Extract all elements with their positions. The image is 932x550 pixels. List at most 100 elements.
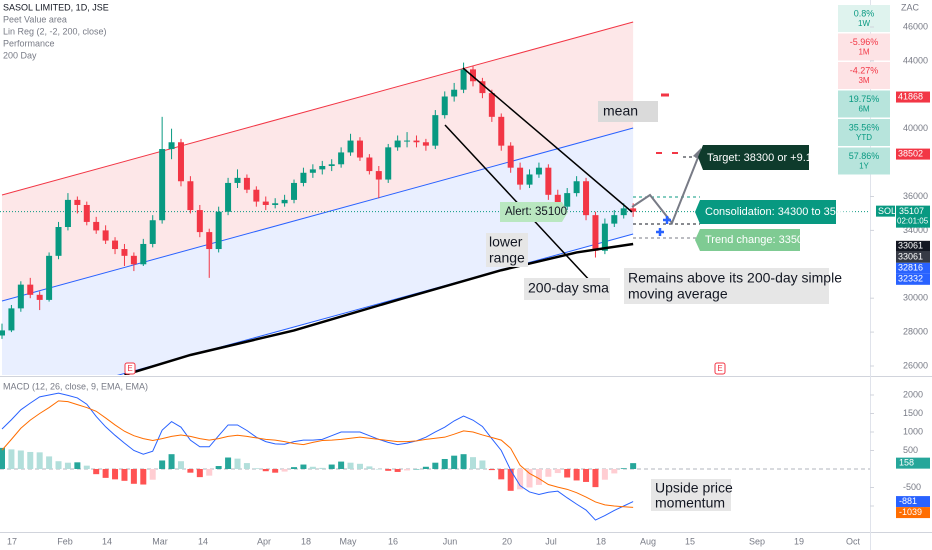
candle-body — [507, 145, 514, 168]
candle-body — [225, 182, 232, 212]
histogram-bar — [620, 468, 627, 469]
candle-body — [564, 193, 571, 207]
candle-body — [526, 174, 533, 185]
histogram-bar — [460, 454, 467, 469]
histogram-bar — [309, 466, 316, 469]
x-tick-label: 19 — [794, 536, 804, 546]
histogram-bar — [130, 468, 137, 484]
histogram-bar — [206, 468, 213, 476]
countdown-label: 02:01:05 — [897, 217, 929, 226]
histogram-bar — [36, 452, 43, 469]
candle-body — [630, 208, 637, 212]
symbol: SASOL LIMITED, 1D, JSE — [3, 2, 109, 12]
x-tick-label: Aug — [640, 536, 656, 546]
candle-body — [620, 208, 627, 216]
candle-body — [488, 93, 495, 117]
x-tick-label: Oct — [846, 536, 861, 546]
candle-body — [102, 230, 109, 241]
candle-body — [83, 204, 90, 222]
alert-label: Alert: 35100 — [505, 206, 567, 218]
histogram-bar — [356, 463, 363, 469]
price-label-bg — [896, 251, 930, 263]
performance-cell — [838, 33, 890, 61]
candle-body — [93, 221, 100, 231]
histogram-bar — [498, 468, 505, 480]
histogram-bar — [545, 468, 552, 477]
channel-lower-area — [2, 128, 634, 375]
histogram-bar — [592, 468, 599, 488]
performance-value: -4.27% — [850, 65, 879, 75]
x-tick-label: 15 — [685, 536, 695, 546]
candle-body — [356, 140, 363, 158]
x-tick-label: 14 — [102, 536, 112, 546]
histogram-bar — [300, 464, 307, 469]
candle-body — [187, 181, 194, 211]
price-label: 33061 — [898, 252, 923, 262]
histogram-bar — [366, 466, 373, 469]
histogram-bar — [262, 468, 269, 472]
trend-line — [462, 67, 633, 213]
overlay: 0.8%1W -5.96%1M -4.27%3M 19.75%6M 35.56%YTD 5… — [838, 5, 890, 175]
target-label: Target: 38300 or +9.1% — [707, 152, 822, 164]
histogram-bar — [8, 449, 15, 469]
candle-body — [554, 194, 561, 207]
candle-body — [535, 167, 542, 175]
histogram-bar — [196, 468, 203, 478]
candle-body — [55, 227, 62, 256]
x-tick-label: May — [339, 536, 357, 546]
channel-upper-area — [2, 22, 634, 302]
performance-cell — [838, 119, 890, 146]
performance-cell — [838, 147, 890, 175]
x-tick-label: Jul — [545, 536, 557, 546]
histogram-bar — [281, 468, 288, 472]
price-label: 32332 — [898, 274, 923, 284]
candle-body — [74, 199, 81, 205]
price-label-bg — [896, 91, 930, 103]
channel-line — [1, 127, 634, 302]
candle-body — [177, 142, 184, 182]
x-tick-label: 16 — [388, 536, 398, 546]
performance-cell — [838, 90, 890, 118]
candle-body — [300, 172, 307, 183]
price-label: 38502 — [898, 148, 923, 158]
indicator: 200 Day — [3, 50, 37, 60]
y-tick-label: 500 — [903, 445, 918, 455]
trend-label: Trend change: 33500 — [705, 234, 809, 246]
macd-line — [1, 392, 634, 521]
candle-body — [215, 211, 222, 250]
price-label-bg — [896, 240, 930, 252]
y-tick-label: 1500 — [903, 408, 923, 418]
histogram-bar — [488, 468, 495, 471]
note-box — [598, 101, 658, 122]
x-tick-label: 17 — [7, 536, 17, 546]
candle-body — [460, 69, 467, 90]
channel-line — [1, 21, 634, 196]
note: Remains above its 200-day simple — [628, 270, 842, 286]
note: Upside price — [655, 480, 733, 496]
histogram-bar — [564, 468, 571, 478]
histogram-bar — [253, 468, 260, 469]
performance-period: 3M — [858, 76, 869, 85]
performance-value: 57.86% — [849, 151, 880, 161]
candle-body — [375, 171, 382, 180]
histogram-bar — [27, 451, 34, 469]
candle-body — [611, 215, 618, 224]
y-tick-label: 28000 — [903, 326, 928, 336]
macd-value-bg — [896, 457, 930, 469]
histogram-bar — [394, 468, 401, 472]
histogram-bar — [583, 468, 590, 482]
indicator: Lin Reg (2, -2, 200, close) — [3, 26, 107, 36]
histogram-bar — [451, 455, 458, 469]
note: 200-day sma — [528, 280, 609, 296]
x-tick-label: Jun — [443, 536, 458, 546]
y-tick-label: 40000 — [903, 123, 928, 133]
candle-body — [272, 203, 279, 205]
x-tick-label: 20 — [502, 536, 512, 546]
currency-label: ZAC — [901, 2, 920, 12]
note-box — [524, 278, 610, 300]
histogram-bar — [187, 468, 194, 473]
histogram-bar — [140, 468, 147, 485]
candle-body — [196, 210, 203, 233]
price-label-bg — [896, 273, 930, 285]
